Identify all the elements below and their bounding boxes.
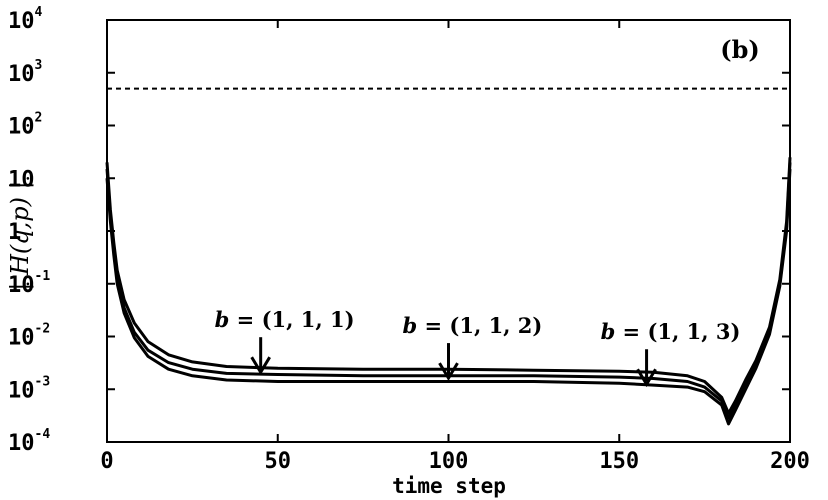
x-tick-label: 150: [599, 449, 639, 474]
annotation-group: b = (1, 1, 1) b = (1, 1, 2) b = (1, 1, 3): [215, 307, 741, 388]
x-tick-label: 100: [429, 449, 469, 474]
series-line-2: [105, 162, 792, 420]
y-axis-title: | H(q,p) |: [6, 181, 35, 290]
y-tick-label: 10-4: [8, 427, 50, 456]
y-tick-label: 104: [8, 5, 43, 34]
annotation-arrowhead-1: [250, 356, 271, 376]
panel-label: (b): [720, 35, 760, 64]
y-tick-label: 10-2: [8, 322, 50, 351]
annotation-label-1: b = (1, 1, 1): [215, 307, 355, 332]
series-line-1: [105, 157, 792, 415]
x-tick-label: 0: [100, 449, 113, 474]
y-tick-label: 102: [8, 111, 42, 140]
x-tick-label: 200: [770, 449, 810, 474]
series-group: [105, 157, 792, 426]
y-tick-label: 1: [8, 220, 21, 245]
y-tick-label: 10-1: [8, 269, 50, 298]
annotation-arrowhead-3: [636, 368, 657, 388]
annotation-label-2: b = (1, 1, 2): [403, 313, 543, 338]
y-tick-label: 10-3: [8, 374, 50, 403]
y-tick-label: 10: [8, 167, 35, 192]
x-tick-group: 0 50 100 150 200: [100, 20, 810, 474]
annotation-label-3: b = (1, 1, 3): [601, 319, 741, 344]
y-tick-label: 103: [8, 58, 42, 87]
x-tick-label: 50: [265, 449, 292, 474]
annotation-arrowhead-2: [438, 362, 459, 382]
x-axis-title: time step: [392, 474, 506, 498]
series-line-3: [105, 168, 792, 426]
